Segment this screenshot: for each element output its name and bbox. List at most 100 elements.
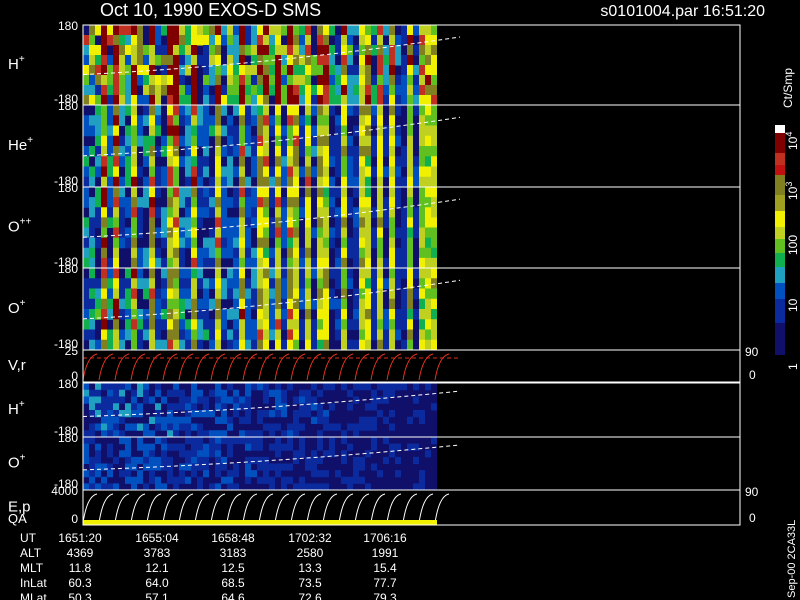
spectrogram-cell (239, 403, 245, 411)
spectrogram-cell (221, 456, 227, 464)
spectrogram-cell (167, 146, 173, 157)
spectrogram-cell (269, 197, 275, 208)
spectrogram-cell (299, 257, 305, 269)
spectrogram-cell (119, 309, 125, 320)
spectrogram-cell (167, 476, 173, 484)
spectrogram-cell (155, 403, 161, 411)
spectrogram-cell (227, 227, 233, 239)
spectrogram-cell (95, 288, 101, 300)
trace-curve (114, 493, 130, 524)
spectrogram-cell (305, 257, 311, 269)
spectrogram-cell (137, 339, 143, 351)
spectrogram-cell (185, 476, 191, 484)
spectrogram-cell (245, 383, 251, 391)
spectrogram-cell (419, 146, 425, 157)
spectrogram-cell (125, 75, 131, 86)
spectrogram-cell (263, 105, 269, 116)
spectrogram-cell (329, 55, 335, 66)
spectrogram-cell (275, 470, 281, 478)
spectrogram-cell (167, 125, 173, 137)
y-bottom-label: 0 (71, 369, 78, 383)
spectrogram-cell (221, 95, 227, 106)
spectrogram-cell (425, 383, 431, 391)
spectrogram-cell (95, 456, 101, 464)
spectrogram-cell (131, 423, 137, 431)
spectrogram-cell (149, 329, 155, 341)
spectrogram-cell (353, 166, 359, 178)
spectrogram-cell (221, 105, 227, 116)
spectrogram-cell (167, 45, 173, 56)
spectrogram-cell (119, 298, 125, 310)
spectrogram-cell (419, 227, 425, 239)
trace-curve (162, 493, 178, 524)
spectrogram-cell (335, 423, 341, 431)
spectrogram-cell (221, 176, 227, 188)
spectrogram-cell (257, 268, 263, 279)
spectrogram-cell (203, 35, 209, 46)
spectrogram-cell (191, 227, 197, 239)
spectrogram-cell (419, 237, 425, 249)
spectrogram-cell (257, 65, 263, 76)
spectrogram-cell (365, 65, 371, 76)
spectrogram-cell (317, 268, 323, 279)
spectrogram-cell (275, 45, 281, 56)
spectrogram-cell (131, 75, 137, 86)
spectrogram-cell (329, 443, 335, 451)
spectrogram-cell (389, 443, 395, 451)
spectrogram-cell (83, 470, 89, 478)
footer-value: 64.6 (221, 591, 245, 600)
spectrogram-cell (395, 268, 401, 279)
spectrogram-cell (131, 156, 137, 167)
spectrogram-cell (125, 105, 131, 116)
spectrogram-cell (293, 268, 299, 279)
spectrogram-cell (119, 187, 125, 198)
spectrogram-cell (401, 319, 407, 330)
spectrogram-cell (131, 55, 137, 66)
spectrogram-cell (257, 227, 263, 239)
spectrogram-cell (269, 176, 275, 188)
spectrogram-cell (107, 197, 113, 208)
spectrogram-cell (197, 483, 203, 491)
spectrogram-cell (335, 309, 341, 320)
spectrogram-cell (293, 135, 299, 147)
spectrogram-cell (197, 476, 203, 484)
spectrogram-cell (317, 35, 323, 46)
spectrogram-cell (149, 309, 155, 320)
spectrogram-cell (383, 45, 389, 56)
spectrogram-cell (149, 75, 155, 86)
spectrogram-cell (317, 257, 323, 269)
spectrogram-cell (287, 476, 293, 484)
spectrogram-cell (425, 309, 431, 320)
spectrogram-cell (389, 247, 395, 259)
right-top-label: 90 (745, 345, 759, 359)
spectrogram-cell (353, 176, 359, 188)
spectrogram-cell (185, 146, 191, 157)
spectrogram-cell (293, 257, 299, 269)
spectrogram-cell (281, 227, 287, 239)
spectrogram-cell (371, 115, 377, 126)
spectrogram-cell (137, 309, 143, 320)
spectrogram-cell (413, 95, 419, 106)
spectrogram-cell (101, 65, 107, 76)
spectrogram-cell (143, 156, 149, 167)
spectrogram-cell (431, 45, 437, 56)
spectrogram-cell (413, 176, 419, 188)
spectrogram-cell (365, 25, 371, 36)
spectrogram-cell (281, 288, 287, 300)
spectrogram-cell (281, 309, 287, 320)
spectrogram-cell (359, 176, 365, 188)
spectrogram-cell (191, 383, 197, 391)
spectrogram-cell (149, 35, 155, 46)
spectrogram-cell (287, 339, 293, 351)
spectrogram-cell (257, 125, 263, 137)
spectrogram-cell (311, 483, 317, 491)
spectrogram-cell (299, 403, 305, 411)
spectrogram-cell (353, 309, 359, 320)
spectrogram-cell (167, 309, 173, 320)
spectrogram-cell (119, 95, 125, 106)
spectrogram-cell (179, 476, 185, 484)
spectrogram-cell (107, 339, 113, 351)
spectrogram-cell (125, 437, 131, 445)
spectrogram-cell (371, 25, 377, 36)
spectrogram-cell (191, 309, 197, 320)
